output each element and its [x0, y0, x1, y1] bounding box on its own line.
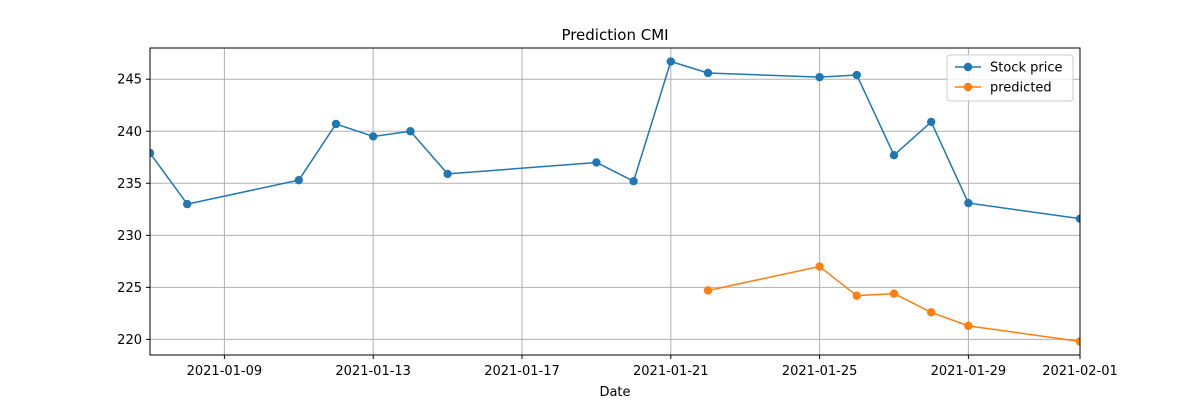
series-stock-price: [150, 57, 1080, 223]
data-point-stock-price: [1075, 214, 1080, 223]
series-line-predicted: [707, 265, 1080, 343]
data-point-stock-price: [927, 117, 936, 127]
data-point-stock-price: [592, 158, 601, 167]
data-point-stock-price: [889, 150, 899, 160]
x-tick-label: 2021-01-13: [335, 364, 411, 379]
data-point-stock-price: [183, 199, 192, 209]
x-tick-label: 2021-02-01: [1042, 364, 1118, 379]
data-point-stock-price: [815, 72, 824, 82]
data-point-stock-price: [852, 70, 861, 80]
data-point-predicted: [1075, 337, 1080, 346]
x-tick-label: 2021-01-17: [484, 364, 560, 379]
data-point-predicted: [703, 286, 713, 295]
legend-marker-predicted: [963, 82, 973, 92]
axes: 2021-01-09 2021-01-13 2021-01-17 2021-01-21…: [117, 73, 1118, 379]
x-axis-label: Date: [599, 385, 630, 400]
data-point-stock-price: [964, 198, 973, 208]
data-point-stock-price: [294, 175, 303, 185]
grid: [150, 48, 1081, 355]
data-point-stock-price: [629, 177, 638, 186]
data-point-stock-price: [443, 169, 452, 179]
y-tick-label: 235: [117, 177, 142, 192]
x-tick-label: 2021-01-21: [633, 364, 709, 379]
data-point-stock-price: [406, 127, 415, 136]
data-point-predicted: [964, 321, 973, 331]
legend: Stock price predicted: [946, 54, 1074, 102]
y-tick-label: 220: [117, 333, 142, 348]
x-tick-label: 2021-01-29: [931, 364, 1007, 379]
series-predicted: [703, 262, 1080, 346]
data-point-predicted: [815, 262, 824, 271]
data-point-stock-price: [150, 148, 155, 158]
data-point-stock-price: [703, 68, 713, 78]
plot-frame: [149, 47, 1081, 356]
data-point-predicted: [889, 289, 899, 298]
legend-marker-stock-price: [963, 62, 973, 72]
data-point-stock-price: [369, 132, 378, 141]
y-tick-label: 240: [117, 125, 142, 140]
chart-title: Prediction CMI: [561, 26, 668, 44]
series-line-stock-price: [150, 60, 1080, 220]
y-tick-label: 225: [117, 281, 142, 296]
data-point-stock-price: [666, 57, 675, 66]
x-tick-label: 2021-01-09: [187, 364, 263, 379]
data-point-predicted: [927, 308, 936, 317]
data-point-predicted: [852, 291, 861, 300]
data-point-stock-price: [331, 119, 341, 129]
legend-label-predicted: predicted: [990, 81, 1052, 96]
legend-label-stock-price: Stock price: [990, 61, 1062, 76]
x-tick-label: 2021-01-25: [782, 364, 858, 379]
plot-series: [150, 57, 1080, 346]
y-tick-label: 245: [117, 73, 142, 88]
y-tick-label: 230: [117, 229, 142, 244]
